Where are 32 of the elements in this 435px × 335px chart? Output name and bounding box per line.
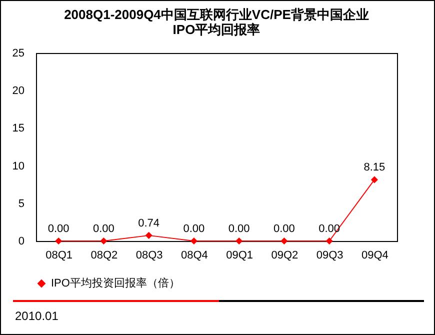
point xyxy=(236,237,243,245)
y-tick-label: 5 xyxy=(18,198,24,210)
data-label: 0.00 xyxy=(183,223,205,235)
point xyxy=(190,237,198,245)
data-label: 0.74 xyxy=(138,217,160,230)
y-tick-label: 25 xyxy=(12,48,24,60)
x-tick-label: 09Q3 xyxy=(316,250,344,262)
y-tick-label: 15 xyxy=(12,122,24,135)
text: 2010.01 xyxy=(15,309,58,323)
x-tick-label: 09Q4 xyxy=(361,250,388,262)
x-tick-label: 08Q2 xyxy=(90,250,118,262)
chart-title: 2008Q1-2009Q4中国互联网行业VC/PE背景中国企业 IPO平均回报率 xyxy=(64,7,369,37)
data-label: 8.15 xyxy=(364,162,386,174)
y-tick-label: 10 xyxy=(12,160,24,172)
x-tick-label: 08Q4 xyxy=(180,250,208,262)
point xyxy=(326,237,333,245)
data-label: 0.00 xyxy=(228,223,250,235)
point xyxy=(55,237,62,245)
data-label: 0.00 xyxy=(273,223,295,235)
point xyxy=(280,237,288,245)
point xyxy=(145,232,152,239)
legend-label: IPO平均投资回报率（倍） xyxy=(51,276,180,290)
point xyxy=(100,237,108,245)
x-tick-label: 08Q3 xyxy=(136,250,163,262)
point xyxy=(370,176,378,184)
data-label: 0.00 xyxy=(48,223,70,235)
x-tick-label: 08Q1 xyxy=(46,250,73,262)
y-tick-label: 20 xyxy=(12,85,24,98)
y-tick-label: 0 xyxy=(18,236,24,248)
data-label: 0.00 xyxy=(92,223,114,235)
x-tick-label: 09Q2 xyxy=(271,250,298,262)
x-tick-label: 09Q1 xyxy=(226,250,254,262)
